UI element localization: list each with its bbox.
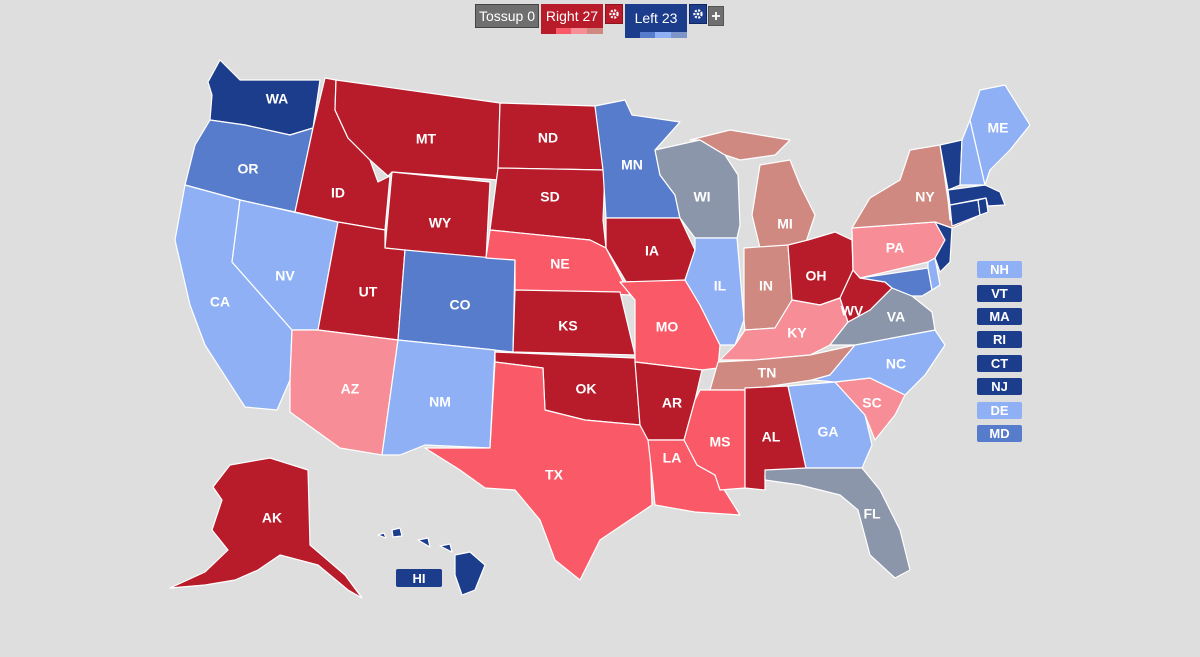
chip-ma[interactable]: MA: [977, 308, 1022, 325]
state-wy[interactable]: [384, 171, 491, 261]
left-settings-button[interactable]: [689, 4, 707, 24]
right-settings-button[interactable]: [605, 4, 623, 24]
chip-nh[interactable]: NH: [977, 261, 1022, 278]
chip-nj[interactable]: NJ: [977, 378, 1022, 395]
state-ks[interactable]: [512, 289, 636, 356]
state-ny[interactable]: [851, 144, 976, 229]
right-bar-lean: [571, 28, 587, 34]
state-nm[interactable]: [381, 339, 496, 456]
chip-vt[interactable]: VT: [977, 285, 1022, 302]
left-bar-tilt: [625, 32, 640, 38]
state-mi[interactable]: [689, 129, 816, 249]
left-bar-likely: [655, 32, 671, 38]
chip-hi[interactable]: HI: [396, 569, 442, 587]
toolbar: Tossup 0 Right 27 Left 23: [0, 0, 1200, 40]
state-ma[interactable]: [947, 184, 1006, 207]
chip-ct[interactable]: CT: [977, 355, 1022, 372]
left-bar-safe: [671, 32, 687, 38]
state-tx[interactable]: [424, 361, 653, 581]
state-nc[interactable]: [811, 329, 946, 396]
state-az[interactable]: [289, 329, 399, 456]
chip-de[interactable]: DE: [977, 402, 1022, 419]
right-bar-tilt: [587, 28, 603, 34]
state-il[interactable]: [684, 237, 745, 346]
left-bar-lean: [640, 32, 655, 38]
state-ak[interactable]: [169, 457, 363, 599]
right-bar-safe: [541, 28, 556, 34]
right-bar-likely: [556, 28, 571, 34]
right-button[interactable]: Right 27: [541, 4, 603, 28]
plus-icon: [712, 12, 720, 20]
gear-icon: [693, 9, 703, 19]
state-hi[interactable]: [377, 527, 486, 596]
left-button[interactable]: Left 23: [625, 4, 687, 32]
tossup-button[interactable]: Tossup 0: [475, 4, 539, 28]
state-co[interactable]: [397, 249, 516, 353]
state-me[interactable]: [969, 84, 1031, 186]
gear-icon: [609, 9, 619, 19]
chip-md[interactable]: MD: [977, 425, 1022, 442]
add-button[interactable]: [708, 6, 724, 26]
state-nd[interactable]: [497, 102, 606, 171]
state-fl[interactable]: [764, 467, 911, 579]
chip-ri[interactable]: RI: [977, 331, 1022, 348]
